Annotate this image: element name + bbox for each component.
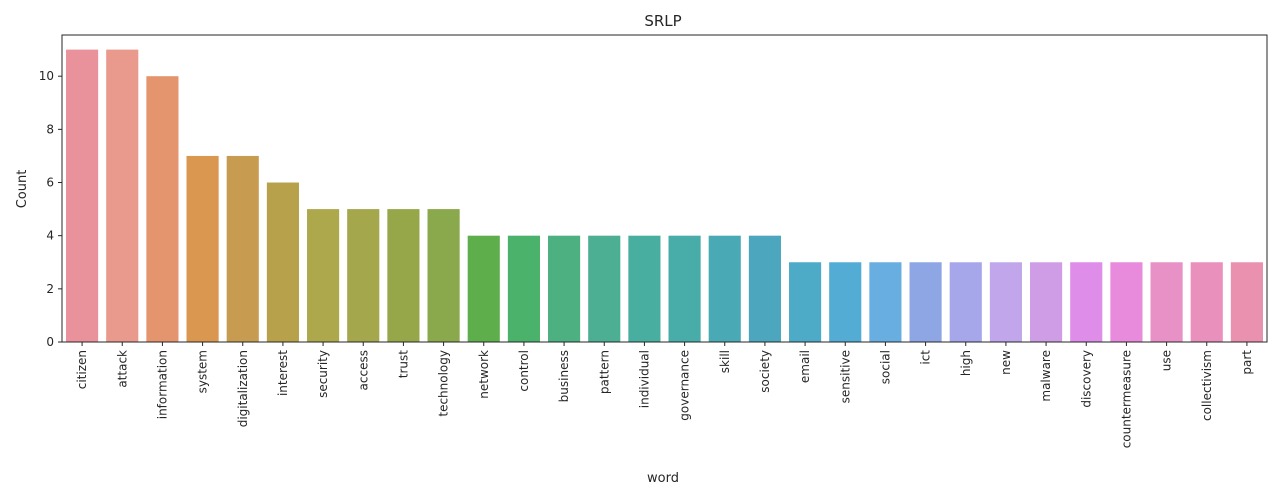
bar-pattern xyxy=(588,235,621,342)
bar-security xyxy=(307,209,340,342)
x-tick-label: collectivism xyxy=(1200,350,1214,421)
bar-attack xyxy=(106,49,139,343)
x-tick-label: citizen xyxy=(75,350,89,389)
bar-business xyxy=(548,235,581,342)
y-tick-label: 0 xyxy=(46,335,54,349)
y-tick-label: 4 xyxy=(46,229,54,243)
bars-group xyxy=(66,49,1263,343)
bar-individual xyxy=(628,235,661,342)
bar-system xyxy=(186,155,219,342)
x-tick-label: discovery xyxy=(1079,350,1093,408)
x-tick-label: malware xyxy=(1039,350,1053,402)
x-tick-label: high xyxy=(959,350,973,376)
y-tick-label: 8 xyxy=(46,122,54,136)
x-tick-label: information xyxy=(155,350,169,419)
bar-digitalization xyxy=(226,155,259,342)
x-axis-label: word xyxy=(647,471,679,486)
x-tick-label: ict xyxy=(919,350,933,365)
y-tick-label: 6 xyxy=(46,176,54,190)
x-tick-label: pattern xyxy=(597,350,611,394)
x-tick-label: attack xyxy=(115,350,129,388)
bar-network xyxy=(467,235,500,342)
x-tick-label: email xyxy=(798,350,812,383)
x-tick-label: technology xyxy=(437,350,451,417)
x-tick-label: access xyxy=(356,350,370,390)
x-tick-label: society xyxy=(758,350,772,393)
bar-malware xyxy=(1030,262,1063,342)
bar-use xyxy=(1150,262,1183,342)
y-axis: 0 2 4 6 8 10 xyxy=(39,69,62,349)
x-tick-label: control xyxy=(517,350,531,392)
x-tick-label: individual xyxy=(637,350,651,408)
bar-access xyxy=(347,209,380,342)
bar-trust xyxy=(387,209,420,342)
bar-email xyxy=(789,262,822,342)
bar-citizen xyxy=(66,49,99,343)
x-tick-label: countermeasure xyxy=(1119,350,1133,448)
x-tick-label: system xyxy=(196,350,210,393)
plot-frame xyxy=(61,34,1268,343)
x-tick-label: part xyxy=(1240,350,1254,375)
bar-control xyxy=(507,235,540,342)
bar-skill xyxy=(708,235,741,342)
bar-part xyxy=(1230,262,1263,342)
bar-interest xyxy=(266,182,299,342)
chart-title: SRLP xyxy=(644,12,681,30)
x-tick-label: interest xyxy=(276,350,290,396)
y-axis-label: Count xyxy=(15,170,30,209)
bar-high xyxy=(949,262,982,342)
bar-discovery xyxy=(1070,262,1103,342)
bar-collectivism xyxy=(1190,262,1223,342)
x-tick-label: business xyxy=(557,350,571,402)
y-tick-label: 10 xyxy=(39,69,54,83)
x-tick-label: security xyxy=(316,350,330,398)
x-tick-label: network xyxy=(477,350,491,399)
x-tick-label: sensitive xyxy=(838,350,852,403)
x-tick-label: trust xyxy=(396,350,410,378)
bar-social xyxy=(869,262,902,342)
bar-new xyxy=(989,262,1022,342)
x-tick-label: social xyxy=(878,350,892,384)
y-tick-label: 2 xyxy=(46,282,54,296)
bar-ict xyxy=(909,262,942,342)
bar-information xyxy=(146,76,179,342)
x-tick-label: governance xyxy=(678,350,692,421)
x-tick-label: new xyxy=(999,350,1013,375)
bar-technology xyxy=(427,209,460,342)
bar-society xyxy=(748,235,781,342)
bar-countermeasure xyxy=(1110,262,1143,342)
x-axis: citizen attack information system digitaliza… xyxy=(75,342,1254,448)
x-tick-label: skill xyxy=(718,350,732,373)
bar-sensitive xyxy=(829,262,862,342)
x-tick-label: digitalization xyxy=(236,350,250,427)
bar-governance xyxy=(668,235,701,342)
x-tick-label: use xyxy=(1160,350,1174,371)
